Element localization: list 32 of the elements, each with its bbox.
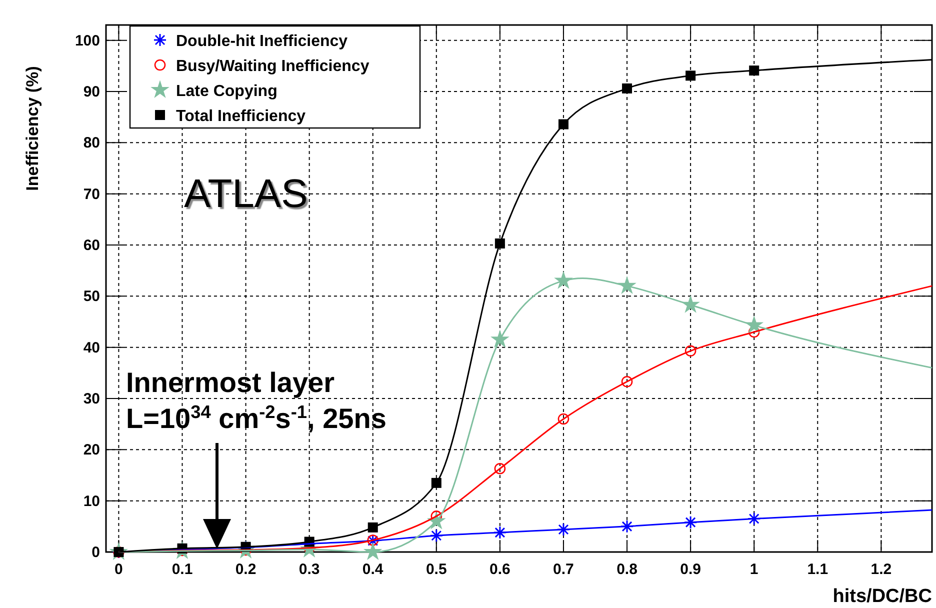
x-tick-label: 0.7: [553, 561, 574, 578]
y-tick-label: 80: [83, 134, 100, 152]
x-tick-label: 0.9: [680, 561, 701, 578]
y-tick-label: 30: [83, 390, 100, 408]
x-tick-label: 1.1: [807, 561, 828, 578]
x-tick-label: 0.5: [426, 561, 447, 578]
x-tick-label: 0.4: [362, 561, 384, 578]
y-tick-label: 90: [83, 84, 100, 101]
x-tick-label: 0.6: [490, 561, 510, 578]
x-tick-label: 1.2: [870, 561, 892, 578]
legend-label: Double-hit Inefficiency: [176, 33, 348, 50]
y-tick-label: 40: [83, 339, 100, 356]
x-tick-label: 1: [750, 561, 758, 578]
y-tick-label: 50: [83, 288, 100, 306]
x-axis-title: hits/DC/BC: [832, 586, 932, 607]
legend-label: Total Inefficiency: [176, 108, 306, 125]
annotation: ATLAS: [184, 172, 308, 216]
legend-label: Busy/Waiting Inefficiency: [176, 58, 370, 75]
x-tick-label: 0.8: [616, 561, 638, 578]
y-tick-label: 10: [83, 492, 100, 510]
y-tick-label: 20: [83, 442, 100, 459]
x-tick-label: 0: [114, 561, 123, 578]
y-tick-label: 60: [83, 237, 100, 254]
y-tick-label: 0: [92, 544, 100, 561]
y-tick-label: 100: [74, 32, 100, 50]
y-axis-title: Inefficiency (%): [23, 66, 42, 191]
y-tick-label: 70: [83, 186, 100, 203]
legend-label: Late Copying: [176, 83, 278, 100]
x-tick-label: 0.1: [172, 561, 193, 578]
x-tick-label: 0.3: [298, 561, 320, 578]
annotation: Innermost layer L=10$^{34}$ cm$^{-2}$s$^{-1}$, 25ns: [126, 367, 386, 434]
x-tick-label: 0.2: [235, 561, 256, 578]
